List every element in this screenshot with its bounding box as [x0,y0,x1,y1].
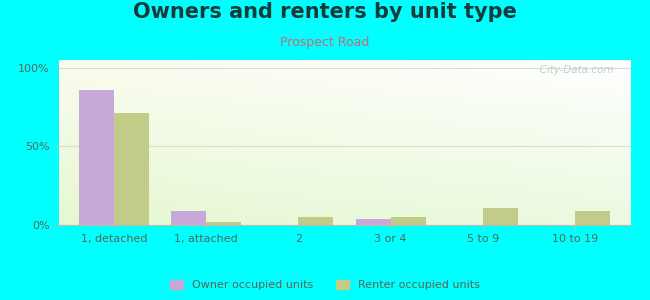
Bar [79,90,114,225]
Bar [483,208,518,225]
Text: Prospect Road: Prospect Road [280,36,370,49]
Bar [575,211,610,225]
Bar [356,219,391,225]
Text: City-Data.com: City-Data.com [533,65,614,75]
Bar [171,211,206,225]
Bar [298,217,333,225]
Bar [206,222,241,225]
Bar [391,217,426,225]
Legend: Owner occupied units, Renter occupied units: Owner occupied units, Renter occupied un… [166,275,484,294]
Bar [114,113,149,225]
Text: Owners and renters by unit type: Owners and renters by unit type [133,2,517,22]
